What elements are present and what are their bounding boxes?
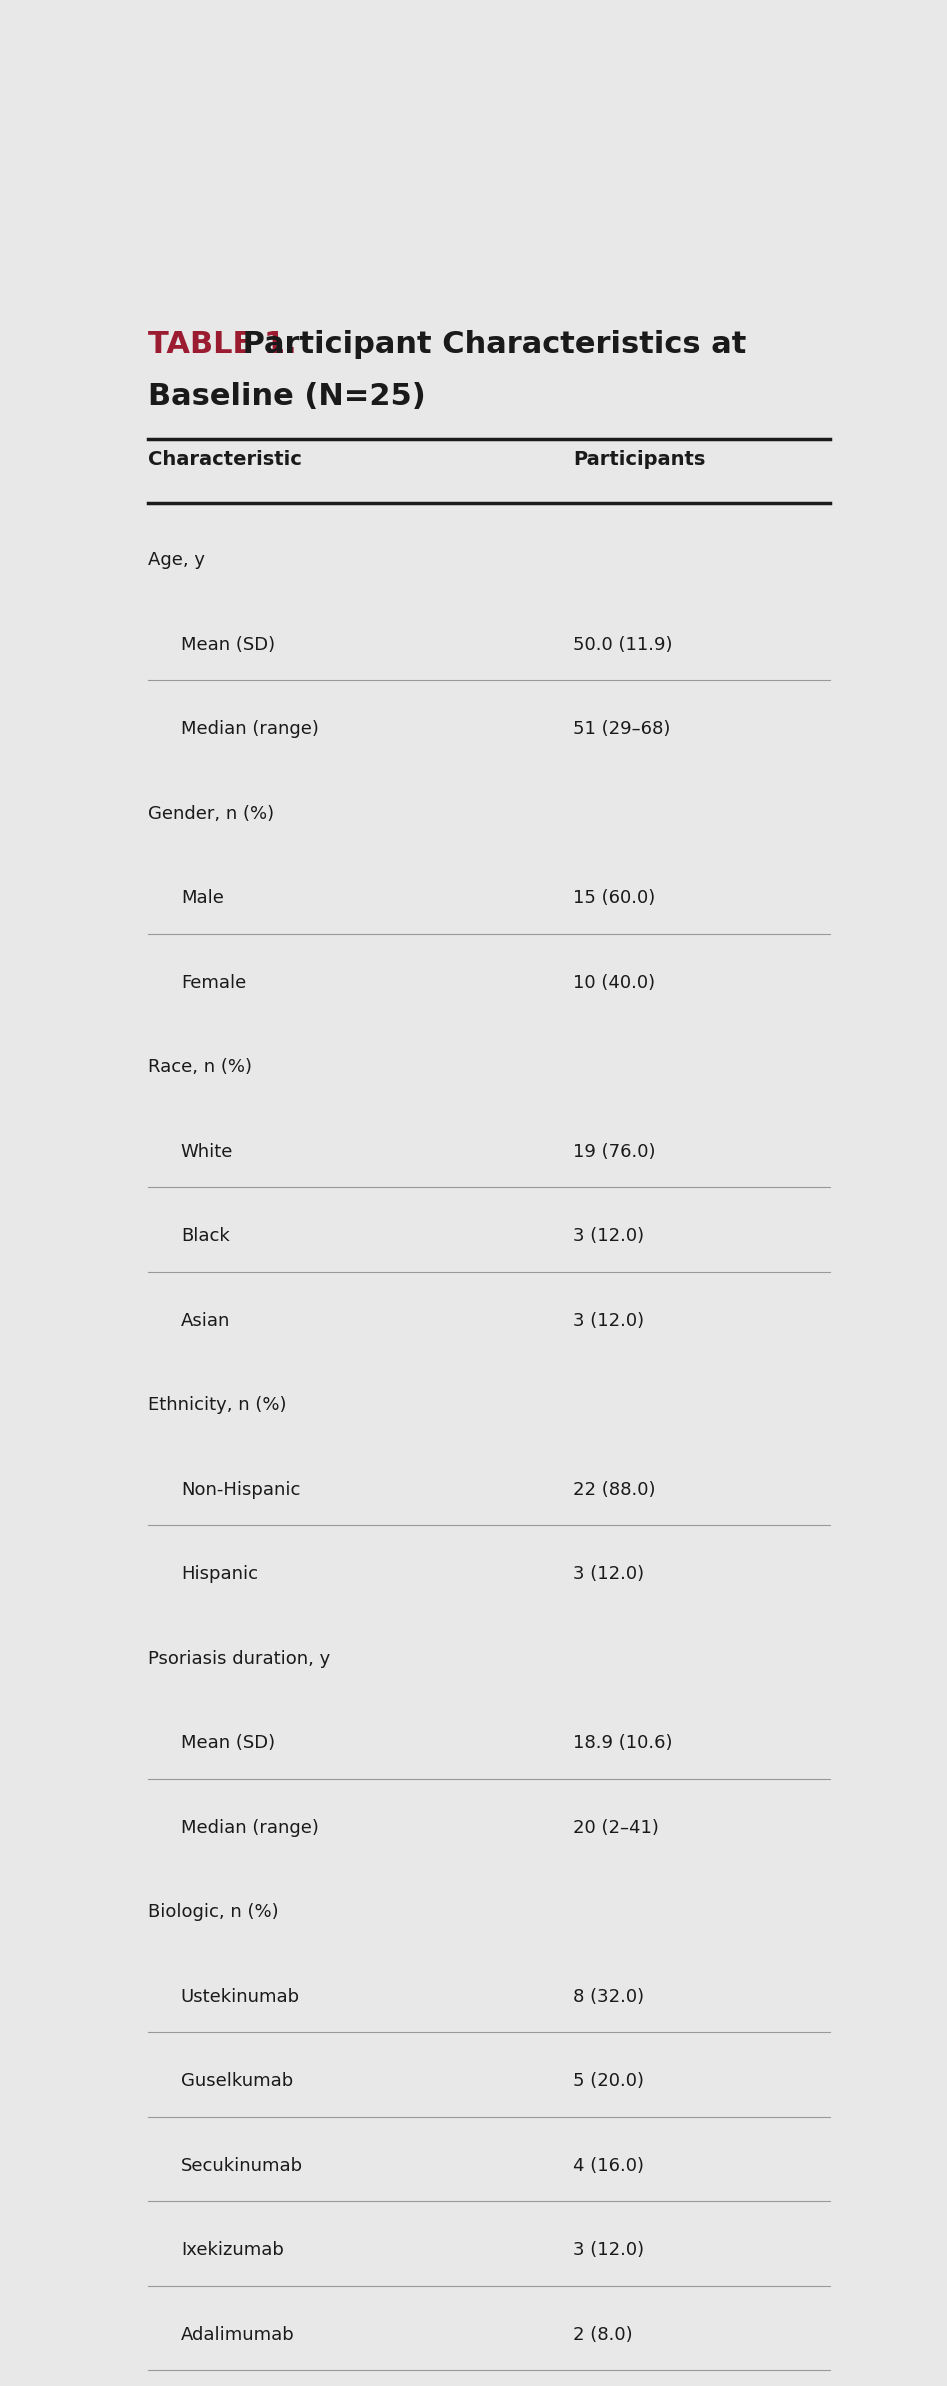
Text: Asian: Asian [181, 1312, 230, 1329]
Text: Baseline (N=25): Baseline (N=25) [148, 382, 425, 410]
Text: Race, n (%): Race, n (%) [148, 1057, 252, 1076]
Text: Participants: Participants [574, 451, 706, 468]
Text: 3 (12.0): 3 (12.0) [574, 2240, 645, 2260]
Text: 3 (12.0): 3 (12.0) [574, 1565, 645, 1584]
Text: Guselkumab: Guselkumab [181, 2073, 293, 2090]
Text: Mean (SD): Mean (SD) [181, 635, 275, 654]
Text: 8 (32.0): 8 (32.0) [574, 1988, 645, 2007]
Text: Ethnicity, n (%): Ethnicity, n (%) [148, 1396, 286, 1415]
Text: Male: Male [181, 890, 223, 907]
Text: 5 (20.0): 5 (20.0) [574, 2073, 644, 2090]
Text: Characteristic: Characteristic [148, 451, 301, 468]
Text: 2 (8.0): 2 (8.0) [574, 2326, 633, 2343]
Text: Age, y: Age, y [148, 551, 205, 570]
Text: Psoriasis duration, y: Psoriasis duration, y [148, 1649, 330, 1668]
Text: Secukinumab: Secukinumab [181, 2157, 303, 2174]
Text: 19 (76.0): 19 (76.0) [574, 1143, 656, 1160]
Text: Female: Female [181, 973, 246, 993]
Text: Gender, n (%): Gender, n (%) [148, 804, 274, 823]
Text: 51 (29–68): 51 (29–68) [574, 721, 670, 737]
Text: TABLE 1.: TABLE 1. [148, 329, 296, 360]
Text: Adalimumab: Adalimumab [181, 2326, 295, 2343]
Text: 3 (12.0): 3 (12.0) [574, 1312, 645, 1329]
Text: Mean (SD): Mean (SD) [181, 1735, 275, 1751]
Text: Non-Hispanic: Non-Hispanic [181, 1482, 300, 1498]
Text: 50.0 (11.9): 50.0 (11.9) [574, 635, 673, 654]
Text: Median (range): Median (range) [181, 1818, 318, 1837]
Text: Participant Characteristics at: Participant Characteristics at [232, 329, 746, 360]
Text: Ustekinumab: Ustekinumab [181, 1988, 300, 2007]
Text: 10 (40.0): 10 (40.0) [574, 973, 655, 993]
Text: 20 (2–41): 20 (2–41) [574, 1818, 659, 1837]
Text: Median (range): Median (range) [181, 721, 318, 737]
Text: 3 (12.0): 3 (12.0) [574, 1226, 645, 1245]
Text: 18.9 (10.6): 18.9 (10.6) [574, 1735, 673, 1751]
Text: 4 (16.0): 4 (16.0) [574, 2157, 644, 2174]
Text: 15 (60.0): 15 (60.0) [574, 890, 655, 907]
Text: White: White [181, 1143, 233, 1160]
Text: Black: Black [181, 1226, 229, 1245]
Text: 22 (88.0): 22 (88.0) [574, 1482, 656, 1498]
Text: Hispanic: Hispanic [181, 1565, 258, 1584]
Text: Biologic, n (%): Biologic, n (%) [148, 1904, 278, 1921]
Text: Ixekizumab: Ixekizumab [181, 2240, 284, 2260]
